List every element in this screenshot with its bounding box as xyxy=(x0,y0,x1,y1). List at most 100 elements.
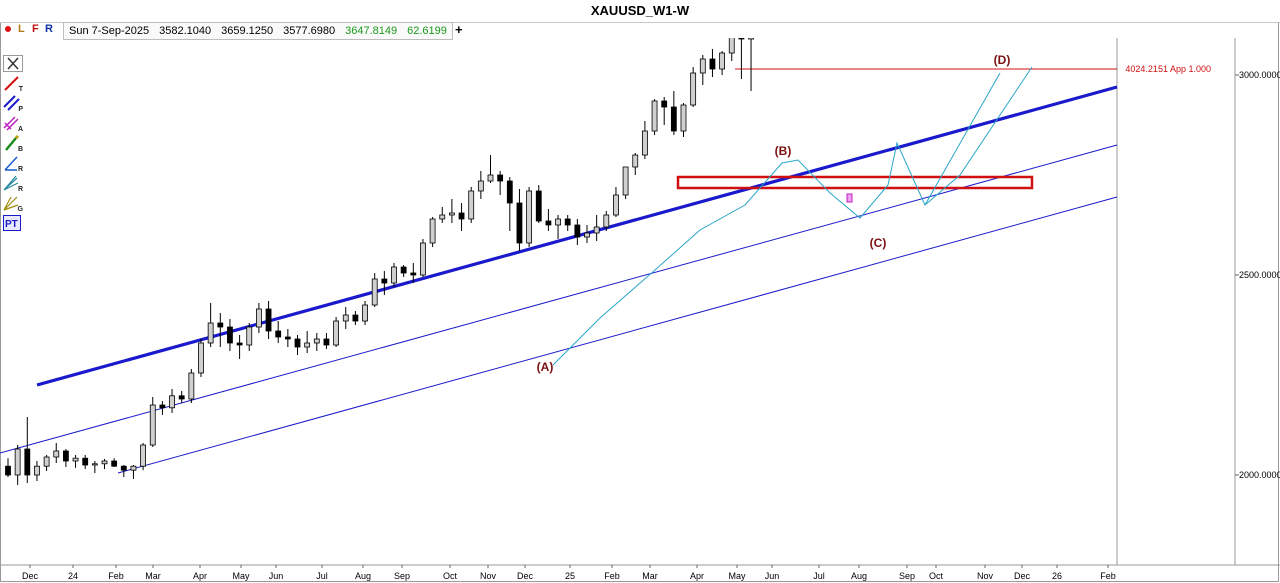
candle-body xyxy=(410,272,417,276)
candle-body xyxy=(429,218,436,244)
annotation-labels: (A) (B) (C) (D) 4024.2151 App 1.000 xyxy=(537,53,1211,374)
pt-icon[interactable]: PT xyxy=(3,215,23,232)
candle-body xyxy=(680,104,687,132)
candle-body xyxy=(304,342,311,348)
candle-body xyxy=(53,450,60,458)
candle-body xyxy=(227,326,233,344)
candle-body xyxy=(169,395,175,409)
y-tick-label: 3000.0000 xyxy=(1239,70,1280,80)
x-tick-label: 25 xyxy=(565,571,575,581)
x-tick-label: May xyxy=(728,571,746,581)
candle-body xyxy=(709,58,716,70)
ohlc-values: Sun 7-Sep-2025 3582.1040 3659.1250 3577.… xyxy=(63,22,453,40)
candle-body xyxy=(381,278,388,284)
candle-body xyxy=(719,52,725,70)
x-tick-label: Jun xyxy=(765,571,780,581)
candle-body xyxy=(748,38,754,40)
trendline-icon[interactable]: T xyxy=(3,75,23,93)
candle-body xyxy=(342,314,349,322)
chart-title: XAUUSD_W1-W xyxy=(590,3,690,18)
x-tick-label: Oct xyxy=(443,571,458,581)
candle-body xyxy=(188,372,195,400)
x-tick-label: Feb xyxy=(604,571,620,581)
candle-body xyxy=(622,166,629,196)
x-tick-label: Nov xyxy=(977,571,994,581)
add-icon[interactable]: + xyxy=(455,22,463,37)
x-tick-label: Aug xyxy=(851,571,867,581)
wave-label: (A) xyxy=(537,360,554,374)
candle-body xyxy=(217,322,224,328)
wave-projection-path[interactable] xyxy=(552,72,1001,366)
candle-body xyxy=(506,180,513,204)
candle-body xyxy=(130,465,137,471)
candle-body xyxy=(362,304,368,322)
wave-label: (B) xyxy=(775,144,792,158)
candle-body xyxy=(516,202,523,244)
candle-body xyxy=(63,450,69,462)
gann-icon[interactable]: G xyxy=(3,195,23,213)
highlight-candle-marker xyxy=(846,193,853,203)
candle-body xyxy=(448,212,455,216)
brush-icon[interactable]: B xyxy=(3,135,23,153)
close-x-icon[interactable] xyxy=(3,55,23,72)
candle-body xyxy=(111,460,118,467)
middle-channel-line[interactable] xyxy=(0,144,1118,454)
title-bar: XAUUSD_W1-W xyxy=(0,0,1280,23)
candle-body xyxy=(72,457,79,462)
x-tick-label: Jun xyxy=(269,571,284,581)
candle-body xyxy=(371,278,378,306)
x-tick-label: Feb xyxy=(108,571,124,581)
lower-channel-line[interactable] xyxy=(117,196,1118,474)
x-tick-label: Apr xyxy=(193,571,207,581)
price-chart[interactable]: (A) (B) (C) (D) 4024.2151 App 1.000 2000.000… xyxy=(0,38,1280,583)
candle-body xyxy=(564,218,571,226)
candle-body xyxy=(101,460,108,465)
bar-date: Sun 7-Sep-2025 xyxy=(69,25,150,37)
candle-body xyxy=(468,190,475,220)
x-tick-label: Sep xyxy=(899,571,915,581)
drawing-objects[interactable] xyxy=(0,66,1118,474)
resistance-zone-box[interactable] xyxy=(676,175,1034,190)
candle-body xyxy=(487,174,494,182)
x-tick-label: Dec xyxy=(517,571,534,581)
candle-body xyxy=(535,190,542,222)
candle-body xyxy=(545,220,552,226)
x-tick-label: Oct xyxy=(929,571,944,581)
ohlc-info-bar: L F R Sun 7-Sep-2025 3582.1040 3659.1250… xyxy=(0,22,1280,40)
open-value: 3582.1040 xyxy=(159,25,212,37)
regression-icon[interactable]: R xyxy=(3,155,23,173)
flag-f[interactable]: F xyxy=(32,23,39,35)
candle-body xyxy=(14,448,21,476)
fan-icon[interactable]: R xyxy=(3,175,23,193)
candle-body xyxy=(246,326,253,346)
low-value: 3577.6980 xyxy=(283,25,336,37)
candle-body xyxy=(690,72,697,106)
candle-body xyxy=(120,465,127,471)
status-dot-icon xyxy=(5,26,11,32)
x-tick-label: Jul xyxy=(316,571,328,581)
y-tick-label: 2500.0000 xyxy=(1239,270,1280,280)
candle-body xyxy=(82,457,89,466)
candle-body xyxy=(613,194,619,216)
candle-body xyxy=(207,322,214,344)
flag-r[interactable]: R xyxy=(45,23,53,35)
change-value: 62.6199 xyxy=(407,25,447,37)
candle-body xyxy=(651,100,658,132)
x-tick-label: 24 xyxy=(68,571,78,581)
candle-body xyxy=(255,308,262,328)
wave-projection-path-alt[interactable] xyxy=(924,66,1033,206)
x-tick-label: Jul xyxy=(813,571,825,581)
pitchfork-icon[interactable]: A xyxy=(3,115,23,133)
close-value: 3647.8149 xyxy=(345,25,398,37)
candle-body xyxy=(313,338,320,344)
candle-body xyxy=(574,224,581,238)
candle-body xyxy=(43,456,50,467)
candle-body xyxy=(738,38,745,40)
candle-body xyxy=(497,174,504,182)
flag-l[interactable]: L xyxy=(18,23,25,35)
candle-body xyxy=(352,314,359,322)
parallel-lines-icon[interactable]: P xyxy=(3,95,23,113)
chart-background xyxy=(0,38,1280,566)
candle-body xyxy=(642,130,648,156)
target-level-label: 4024.2151 App 1.000 xyxy=(1125,64,1211,74)
